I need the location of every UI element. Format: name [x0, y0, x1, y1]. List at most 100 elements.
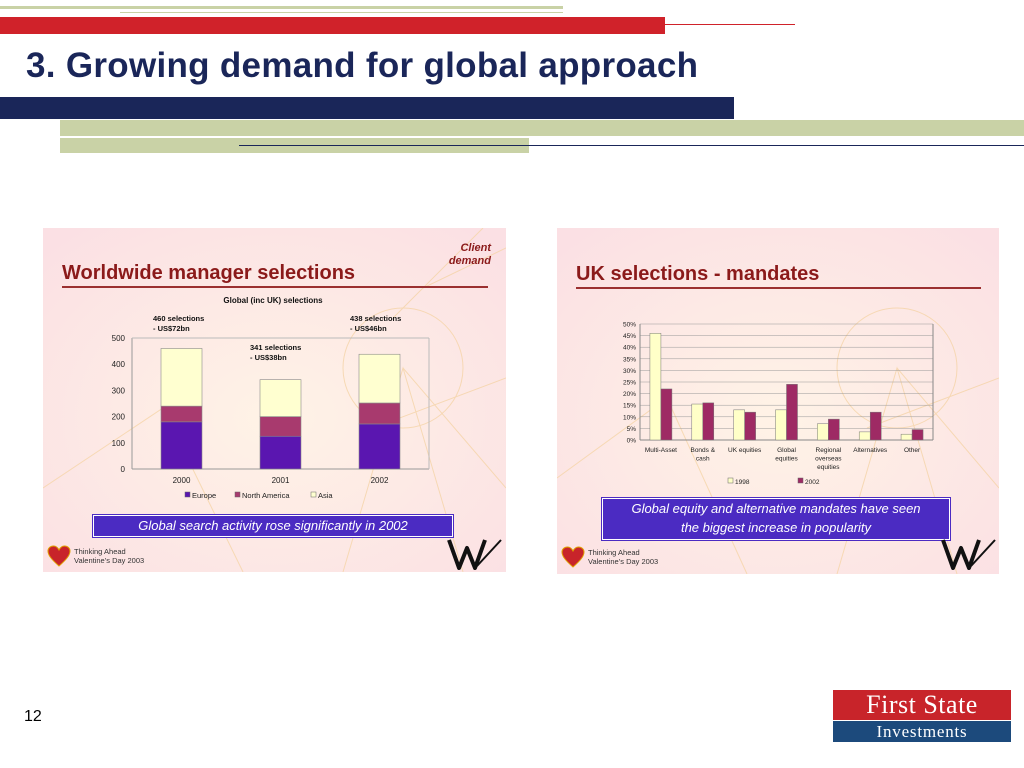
- heart-icon: [561, 546, 585, 568]
- bar-north-america: [259, 416, 302, 437]
- legend-label: Europe: [192, 491, 216, 500]
- y-tick-label: 35%: [623, 356, 636, 363]
- legend-swatch: [797, 477, 804, 484]
- annotation-line-2: - US$38bn: [250, 353, 287, 362]
- bar-asia: [160, 348, 203, 407]
- bar-north-america: [160, 405, 203, 423]
- annotation-line-1: 438 selections: [350, 314, 401, 323]
- right-chart-panel: UK selections - mandates 0% 5% 10% 15% 20% 25…: [557, 228, 999, 574]
- stacked-bar-chart: Global (inc UK) selections 0 100 200 300 400 5…: [112, 296, 430, 500]
- legend-label: 1998: [735, 479, 750, 486]
- heart-icon: [47, 545, 71, 567]
- legend-swatch: [184, 491, 191, 498]
- left-heading-rule: [62, 286, 488, 288]
- bar-2002: [911, 429, 924, 441]
- y-tick-label: 5%: [627, 426, 637, 433]
- legend-label: Asia: [318, 491, 333, 500]
- chart-title: Global (inc UK) selections: [223, 296, 323, 305]
- right-caption: Global equity and alternative mandates h…: [602, 498, 950, 540]
- grouped-bar-chart: 0% 5% 10% 15% 20% 25% 30% 35% 40% 45% 50% Multi-Ass…: [623, 322, 934, 486]
- y-tick-label: 500: [112, 334, 126, 343]
- bar-europe: [259, 435, 302, 470]
- y-tick-label: 400: [112, 360, 126, 369]
- sage-bar: [60, 120, 1024, 136]
- red-bar: [0, 17, 665, 34]
- annotation-line-2: - US$46bn: [350, 324, 387, 333]
- x-tick-label: Alternatives: [853, 447, 888, 454]
- legend-swatch: [727, 477, 734, 484]
- footer-line-2: Valentine’s Day 2003: [74, 556, 145, 565]
- right-caption-line-2: the biggest increase in popularity: [680, 520, 872, 535]
- left-chart-panel: Worldwide manager selections Client dema…: [43, 228, 506, 572]
- x-tick-label: equities: [817, 464, 840, 471]
- y-tick-label: 40%: [623, 345, 636, 352]
- bar-2002: [744, 411, 756, 441]
- bar-1998: [900, 433, 913, 441]
- right-heading-rule: [576, 287, 981, 289]
- right-footer: Thinking Ahead Valentine’s Day 2003: [588, 548, 658, 566]
- y-tick-label: 15%: [623, 403, 636, 410]
- y-tick-label: 100: [112, 439, 126, 448]
- y-tick-label: 10%: [623, 414, 636, 421]
- y-tick-label: 50%: [623, 322, 636, 329]
- red-thin-line: [665, 24, 795, 25]
- slide-title: 3. Growing demand for global approach: [26, 46, 699, 85]
- left-caption: Global search activity rose significantl…: [93, 515, 453, 537]
- top-thin-line: [0, 6, 563, 9]
- y-tick-label: 25%: [623, 380, 636, 387]
- x-tick-label: 2000: [173, 476, 191, 485]
- y-tick-label: 30%: [623, 368, 636, 375]
- x-tick-label: Bonds &: [690, 447, 715, 454]
- x-tick-label: equities: [775, 456, 798, 463]
- first-state-logo: First State Investments: [833, 690, 1011, 742]
- footer-line-1: Thinking Ahead: [74, 547, 126, 556]
- w-logo-icon: [447, 539, 502, 570]
- x-tick-label: Regional: [816, 447, 842, 454]
- annotation-line-2: - US$72bn: [153, 324, 190, 333]
- x-tick-label: Other: [904, 447, 921, 454]
- bar-asia: [358, 353, 401, 404]
- logo-line-2: Investments: [833, 721, 1011, 742]
- bar-2002: [702, 402, 715, 441]
- right-caption-line-1: Global equity and alternative mandates h…: [631, 501, 921, 516]
- bar-2002: [869, 411, 882, 441]
- client-demand-label: Client demand: [448, 242, 491, 267]
- annotation-line-1: 460 selections: [153, 314, 204, 323]
- page-number: 12: [24, 708, 42, 725]
- bar-asia: [259, 379, 302, 417]
- bar-1998: [858, 431, 871, 441]
- legend-swatch: [234, 491, 241, 498]
- x-tick-label: 2001: [272, 476, 290, 485]
- navy-thin-line: [239, 145, 1024, 146]
- x-tick-label: Global: [777, 447, 796, 454]
- bar-2002: [660, 388, 673, 441]
- top-thin-line-2: [120, 12, 563, 13]
- legend-swatch: [310, 491, 317, 498]
- y-tick-label: 45%: [623, 333, 636, 340]
- logo-line-1: First State: [833, 690, 1011, 720]
- bar-1998: [733, 409, 745, 441]
- y-tick-label: 0: [121, 465, 126, 474]
- x-tick-label: 2002: [371, 476, 389, 485]
- bar-1998: [649, 333, 662, 441]
- footer-line-1: Thinking Ahead: [588, 548, 640, 557]
- bar-north-america: [358, 402, 401, 425]
- x-tick-label: Multi-Asset: [645, 447, 677, 454]
- navy-bar: [0, 97, 734, 119]
- left-panel-heading: Worldwide manager selections: [62, 262, 356, 284]
- bar-1998: [775, 409, 787, 441]
- x-tick-label: cash: [696, 456, 710, 463]
- x-tick-label: overseas: [815, 456, 842, 463]
- bar-2002: [828, 418, 840, 441]
- y-tick-label: 20%: [623, 391, 636, 398]
- y-tick-label: 200: [112, 413, 126, 422]
- bar-2002: [786, 384, 798, 441]
- legend-label: North America: [242, 491, 290, 500]
- legend-label: 2002: [805, 479, 820, 486]
- y-tick-label: 300: [112, 386, 126, 395]
- bar-europe: [160, 421, 203, 470]
- w-logo-icon: [941, 539, 996, 570]
- annotation-line-1: 341 selections: [250, 343, 301, 352]
- right-panel-heading: UK selections - mandates: [576, 263, 820, 285]
- bar-europe: [358, 423, 401, 470]
